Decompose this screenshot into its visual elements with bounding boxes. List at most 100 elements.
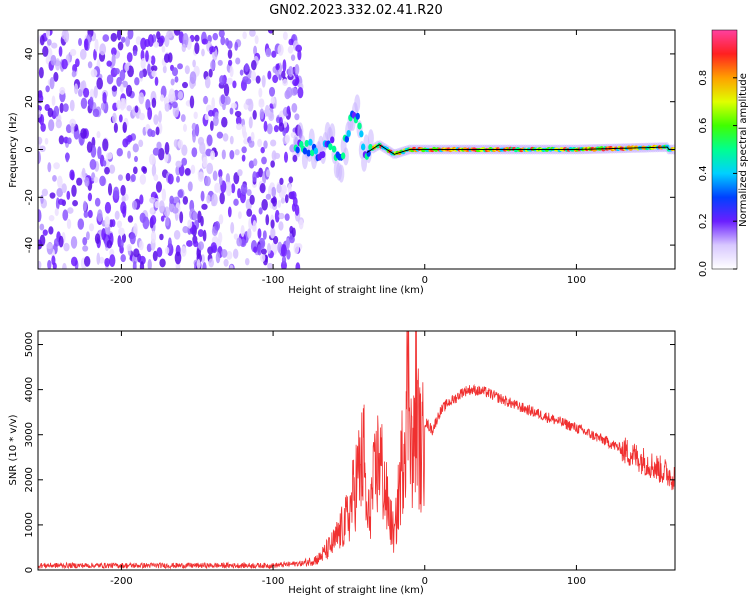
spectrogram-cell xyxy=(38,93,44,104)
spectrogram-cell xyxy=(77,218,85,230)
spectrogram-cell xyxy=(297,49,302,61)
spectrogram-cell xyxy=(63,30,70,43)
spectrogram-cell xyxy=(308,138,313,146)
spectrogram-cell xyxy=(286,105,291,115)
spectrogram-cell xyxy=(201,48,205,57)
spectrogram-cell xyxy=(58,135,65,145)
spectrogram-cell xyxy=(62,209,69,221)
spectrogram-cell xyxy=(97,146,102,160)
spectrogram-cell xyxy=(220,36,226,46)
spectrogram-cell xyxy=(265,214,270,226)
spectrogram-cell xyxy=(161,188,167,202)
spectrogram-cell xyxy=(69,99,75,112)
spectrogram-cell xyxy=(38,260,42,269)
spectrogram-cell xyxy=(229,107,234,115)
spectrogram-cell xyxy=(197,229,204,238)
spectrogram-cell xyxy=(86,141,93,153)
spectrogram-cell xyxy=(38,67,44,79)
spectrogram-cell xyxy=(235,123,243,131)
spectrogram-cell xyxy=(106,60,112,67)
spectrogram-cell xyxy=(63,242,70,252)
spectrogram-cell xyxy=(287,183,292,195)
spectrogram-cell xyxy=(235,57,241,65)
spectrogram-cell xyxy=(104,216,111,228)
spectrogram-cell xyxy=(51,42,58,49)
spectrogram-cell xyxy=(192,211,198,221)
spectrogram-cell xyxy=(367,129,374,148)
colorbar-tick-label: 0.4 xyxy=(698,165,709,181)
x-tick-label: -100 xyxy=(262,576,285,587)
colorbar: 0.0 0.2 0.4 0.6 0.8 Normalized spectral ampl… xyxy=(698,29,749,277)
spectrogram-cell xyxy=(229,135,234,145)
spectrogram-cell xyxy=(235,115,242,126)
spectrogram-cell xyxy=(220,94,226,105)
spectrogram-cell xyxy=(200,190,205,202)
spectrogram-cell xyxy=(272,196,278,207)
spectrogram-cell xyxy=(267,70,272,80)
y-tick-label: 3000 xyxy=(24,422,35,447)
spectrogram-cell xyxy=(177,63,183,70)
spectrogram-cell xyxy=(211,97,216,110)
spectrogram-cell xyxy=(221,248,228,258)
spectrogram-cell xyxy=(50,54,57,66)
spectrogram-cell xyxy=(126,105,132,112)
spectrogram-cell xyxy=(93,85,98,99)
spectrogram-cell xyxy=(257,244,262,256)
spectrogram-cell xyxy=(81,167,86,178)
spectrogram-cell xyxy=(55,58,61,71)
spectrogram-cell xyxy=(48,226,54,235)
spectrogram-y-ticks: -40 -20 0 20 40 xyxy=(24,48,675,253)
spectrogram-cell xyxy=(201,38,208,45)
spectrogram-cell xyxy=(257,228,262,239)
spectrogram-cell xyxy=(59,86,66,95)
spectrogram-cell xyxy=(87,61,93,69)
spectrogram-cell xyxy=(278,122,285,132)
spectrogram-cell xyxy=(39,234,46,247)
spectrogram-cell xyxy=(255,75,261,84)
spectrogram-cell xyxy=(127,215,134,223)
spectrogram-cell xyxy=(41,188,49,197)
spectrogram-cell xyxy=(270,160,275,168)
spectrogram-cell xyxy=(294,63,300,76)
spectrogram-cell xyxy=(102,138,109,152)
spectrogram-cell xyxy=(171,101,178,109)
spectrogram-cell xyxy=(155,181,163,193)
spectrogram-cell xyxy=(147,258,152,269)
spectrogram-cell xyxy=(282,78,288,87)
spectrogram-cell xyxy=(227,49,233,59)
spectrogram-cell xyxy=(260,146,265,154)
spectrogram-cell xyxy=(150,230,157,244)
spectrogram-cell xyxy=(160,215,165,222)
spectrogram-cell xyxy=(164,141,170,155)
spectrogram-cell xyxy=(70,236,78,249)
spectrogram-cell xyxy=(42,45,49,57)
spectrogram-cell xyxy=(102,160,107,167)
spectrogram-cell xyxy=(240,183,248,195)
spectrogram-cell xyxy=(116,100,122,110)
spectrogram-cell xyxy=(147,34,154,47)
spectrogram-cell xyxy=(79,81,85,91)
spectrogram-cell xyxy=(129,232,136,245)
spectrogram-cell xyxy=(139,174,147,185)
spectrogram-cell xyxy=(108,164,116,174)
spectrogram-cell xyxy=(39,34,45,46)
spectrogram-cell xyxy=(44,137,49,145)
spectrogram-cell xyxy=(110,32,118,42)
spectrogram-cell xyxy=(354,94,361,113)
spectrogram-cell xyxy=(99,175,106,187)
spectrogram-cell xyxy=(288,38,294,46)
spectrogram-cell xyxy=(263,140,268,149)
spectrogram-cell xyxy=(91,136,96,148)
spectrogram-cell xyxy=(257,138,263,148)
spectrogram-cell xyxy=(54,208,59,217)
spectrogram-cell xyxy=(295,146,300,154)
spectrogram-cell xyxy=(259,183,266,194)
spectrogram-cell xyxy=(244,257,250,266)
spectrogram-cell xyxy=(211,199,216,207)
spectrogram-cell xyxy=(237,169,243,177)
spectrogram-cell xyxy=(94,233,101,245)
spectrogram-cell xyxy=(250,70,257,81)
spectrogram-cell xyxy=(117,174,123,181)
spectrogram-cell xyxy=(154,76,159,87)
spectrogram-cell xyxy=(265,48,272,58)
